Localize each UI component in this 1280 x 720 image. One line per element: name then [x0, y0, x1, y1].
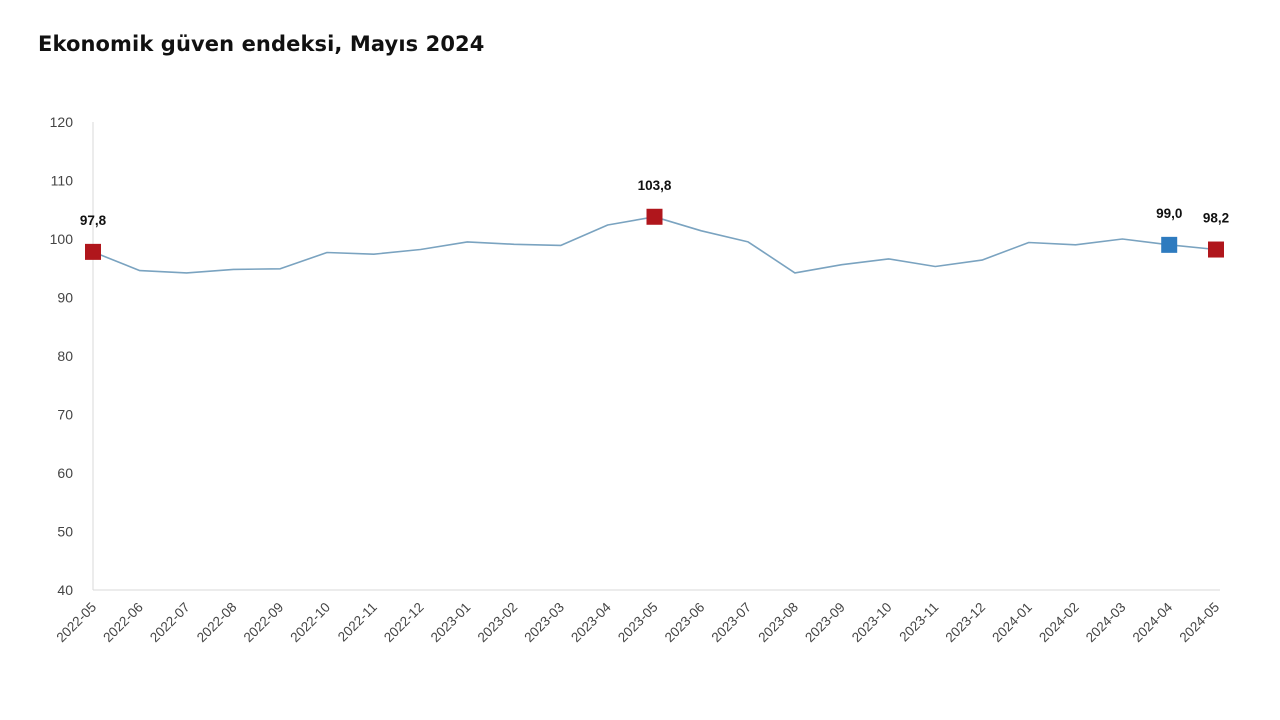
point-marker [1161, 236, 1178, 253]
x-tick-label: 2023-02 [475, 600, 521, 646]
x-tick-label: 2022-07 [147, 600, 193, 646]
series-line [92, 216, 1217, 274]
data-label: 99,0 [1156, 206, 1182, 221]
chart-axes [92, 122, 1220, 591]
data-label: 98,2 [1203, 211, 1229, 226]
x-tick-label: 2024-02 [1036, 600, 1082, 646]
x-tick-label: 2024-05 [1176, 600, 1222, 646]
y-tick-label: 90 [57, 290, 73, 306]
y-tick-label: 40 [57, 582, 73, 598]
x-tick-label: 2022-12 [381, 600, 427, 646]
x-tick-label: 2022-11 [335, 600, 380, 645]
x-tick-label: 2023-06 [662, 600, 708, 646]
y-tick-label: 50 [57, 524, 73, 540]
point-marker [646, 208, 663, 225]
y-tick-label: 110 [51, 173, 74, 189]
x-tick-label: 2024-03 [1083, 600, 1129, 646]
x-tick-label: 2023-09 [802, 600, 848, 646]
x-tick-label: 2024-04 [1130, 599, 1176, 645]
y-tick-label: 60 [57, 465, 73, 481]
data-label: 97,8 [80, 213, 107, 228]
x-tick-label: 2022-10 [287, 600, 333, 646]
data-labels: 97,8 103,8 99,0 98,2 [80, 178, 1229, 228]
y-tick-label: 120 [50, 114, 74, 130]
y-tick-label: 70 [57, 407, 73, 423]
x-tick-label: 2023-01 [428, 600, 474, 646]
y-tick-label: 80 [57, 348, 73, 364]
y-axis-ticks: 40 50 60 70 80 90 100 110 120 [50, 114, 74, 598]
x-tick-label: 2023-05 [615, 600, 661, 646]
point-marker [1208, 241, 1224, 258]
highlight-markers [85, 208, 1224, 260]
chart-title: Ekonomik güven endeksi, Mayıs 2024 [38, 32, 485, 56]
x-tick-label: 2022-09 [241, 600, 287, 646]
x-tick-label: 2022-05 [53, 600, 99, 646]
data-label: 103,8 [638, 178, 672, 193]
x-tick-label: 2023-10 [849, 600, 895, 646]
x-tick-label: 2023-12 [943, 600, 989, 646]
x-tick-label: 2022-06 [100, 600, 146, 646]
x-tick-label: 2023-03 [521, 600, 567, 646]
x-tick-label: 2023-11 [896, 600, 941, 645]
x-tick-label: 2023-08 [755, 600, 801, 646]
x-tick-label: 2022-08 [194, 600, 240, 646]
x-tick-label: 2023-07 [709, 600, 755, 646]
x-axis-ticks: 2022-05 2022-06 2022-07 2022-08 2022-09 2022-… [53, 599, 1222, 645]
point-marker [85, 243, 101, 260]
x-tick-label: 2024-01 [989, 600, 1035, 646]
x-tick-label: 2023-04 [568, 599, 614, 645]
series-layer [92, 216, 1217, 274]
y-tick-label: 100 [50, 231, 74, 247]
